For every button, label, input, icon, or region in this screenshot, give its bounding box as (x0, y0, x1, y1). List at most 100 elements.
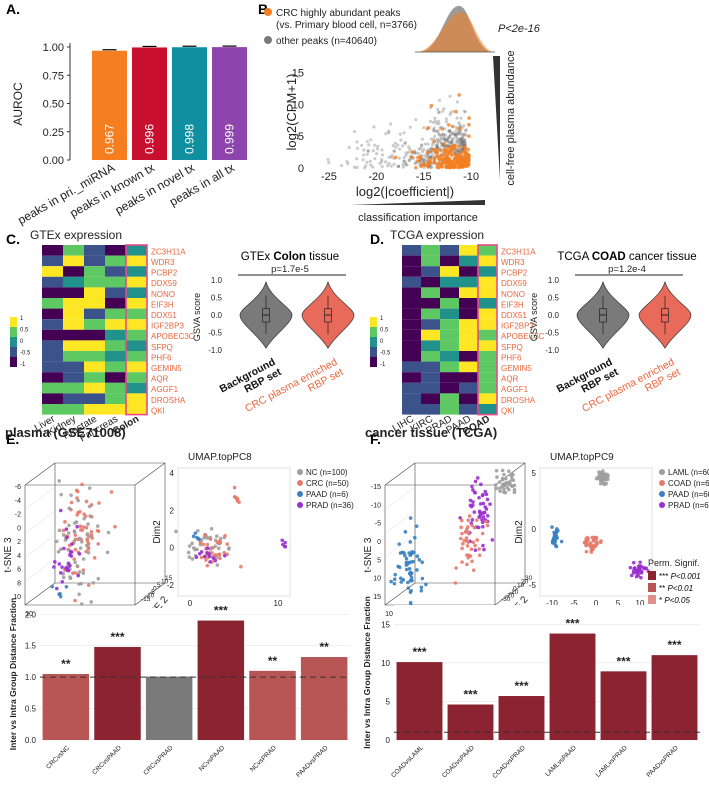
b-point-other (422, 126, 426, 130)
f-tsne-point (480, 493, 485, 498)
f-tsne-title: cancer tissue (TCGA) (365, 425, 497, 440)
b-point-other (434, 143, 439, 147)
b-point-other (436, 129, 440, 133)
b-point-other (447, 129, 452, 133)
b-point-crc (459, 152, 463, 157)
b-bottom-gradient (350, 200, 485, 205)
e-tsne-point (97, 501, 101, 505)
e-tsne-point (87, 534, 92, 539)
f-tsne-point (471, 500, 475, 504)
f-cube-grid (384, 510, 416, 534)
f-tsne-z-tick: 15 (373, 594, 381, 601)
b-point-other (430, 165, 434, 169)
e-tsne-point (73, 598, 77, 603)
f-tsne-y-tick: 20 (521, 579, 529, 586)
d-heatmap-cell (402, 287, 421, 298)
c-heatmap-cell (63, 298, 84, 309)
b-point-other (422, 158, 426, 162)
d-heatmap-cell (440, 382, 459, 394)
d-heatmap-cell (440, 308, 459, 320)
b-point-other (420, 137, 425, 141)
b-point-other (433, 134, 437, 138)
c-heatmap-cell (84, 245, 105, 256)
e-bar-y-tick: 1.0 (25, 673, 37, 682)
b-point-other (365, 152, 369, 156)
f-tsne-z-tick: -10 (371, 502, 381, 509)
d-legend-tick: 0 (380, 339, 384, 345)
c-heatmap-cell (42, 245, 63, 256)
b-point-other (462, 138, 467, 143)
b-point-other (380, 157, 384, 161)
c-violin-title-prefix: GTEx (241, 251, 274, 263)
e-tsne-point (63, 520, 67, 524)
b-point-other (387, 161, 391, 165)
d-heatmap-cell (440, 245, 459, 256)
e-tsne-point (52, 565, 56, 569)
b-point-other (441, 132, 445, 136)
b-point-other (455, 116, 459, 120)
f-bar-y-tick: 15 (381, 620, 390, 629)
e-umap-legend-label: NC (n=100) (306, 468, 348, 477)
b-point-other (402, 159, 406, 163)
f-tsne-point (404, 563, 409, 567)
f-tsne-point (505, 485, 510, 490)
d-heatmap-cell (421, 351, 440, 362)
c-heatmap-cell (84, 372, 105, 383)
d-heatmap-cell (440, 266, 459, 277)
f-tsne-point (472, 525, 477, 530)
f-tsne-point (506, 469, 511, 473)
b-legend-label-other: other peaks (n=40640) (276, 36, 377, 47)
f-tsne-point (407, 567, 412, 571)
f-legend-swatch (648, 583, 656, 592)
d-heatmap-cell (440, 372, 459, 383)
f-tsne-point (469, 547, 474, 551)
e-tsne-point (57, 479, 62, 483)
d-row-label: AGGF1 (501, 385, 529, 394)
f-tsne-point (408, 516, 413, 520)
e-tsne-point (86, 547, 91, 551)
e-bar-y-tick: 1.5 (25, 642, 37, 651)
b-point-other (460, 136, 465, 140)
b-point-other (445, 137, 450, 141)
e-tsne-point (78, 524, 83, 528)
f-tsne-point (504, 476, 508, 481)
b-point-other (460, 126, 464, 130)
b-point-other (404, 153, 408, 157)
e-bar-y-label: Inter vs Intra Group Distance Fraction (8, 598, 18, 751)
f-umap-point (584, 549, 589, 554)
f-tsne-point (473, 479, 478, 484)
e-tsne-point (77, 592, 81, 597)
d-row-label: GEMIN5 (501, 364, 532, 373)
e-umap-legend-marker (297, 502, 303, 508)
b-bottom-label: classification importance (358, 212, 478, 224)
f-tsne-point (404, 567, 409, 572)
d-pvalue: p=1.2e-4 (608, 264, 646, 275)
d-heatmap-cell (440, 351, 459, 362)
b-point-other (456, 149, 460, 153)
b-point-other (417, 151, 421, 156)
c-heatmap-cell (42, 255, 63, 267)
f-tsne-point (419, 585, 424, 590)
b-point-other (461, 140, 465, 144)
f-tsne-point (479, 482, 483, 487)
c-violin-y-tick: 0.0 (211, 311, 223, 320)
b-x-axis-label: log2(|coefficient|) (356, 184, 454, 199)
f-umap-point (559, 539, 564, 544)
b-point-crc (466, 156, 470, 160)
d-heatmap-cell (402, 329, 421, 341)
d-row-label: DDX51 (501, 311, 527, 320)
b-point-other (443, 139, 448, 143)
b-point-other (447, 135, 451, 139)
b-point-other (430, 153, 435, 157)
c-heatmap-title: GTEx expression (30, 228, 122, 242)
b-point-crc (436, 154, 440, 159)
e-tsne-point (76, 498, 80, 503)
b-point-other (438, 133, 442, 137)
b-point-crc (446, 123, 451, 127)
d-heatmap-cell (459, 393, 478, 404)
c-heatmap-cell (84, 276, 105, 288)
e-umap-legend-label: CRC (n=50) (306, 479, 349, 488)
f-tsne-point (476, 525, 481, 530)
b-point-other (455, 136, 460, 140)
